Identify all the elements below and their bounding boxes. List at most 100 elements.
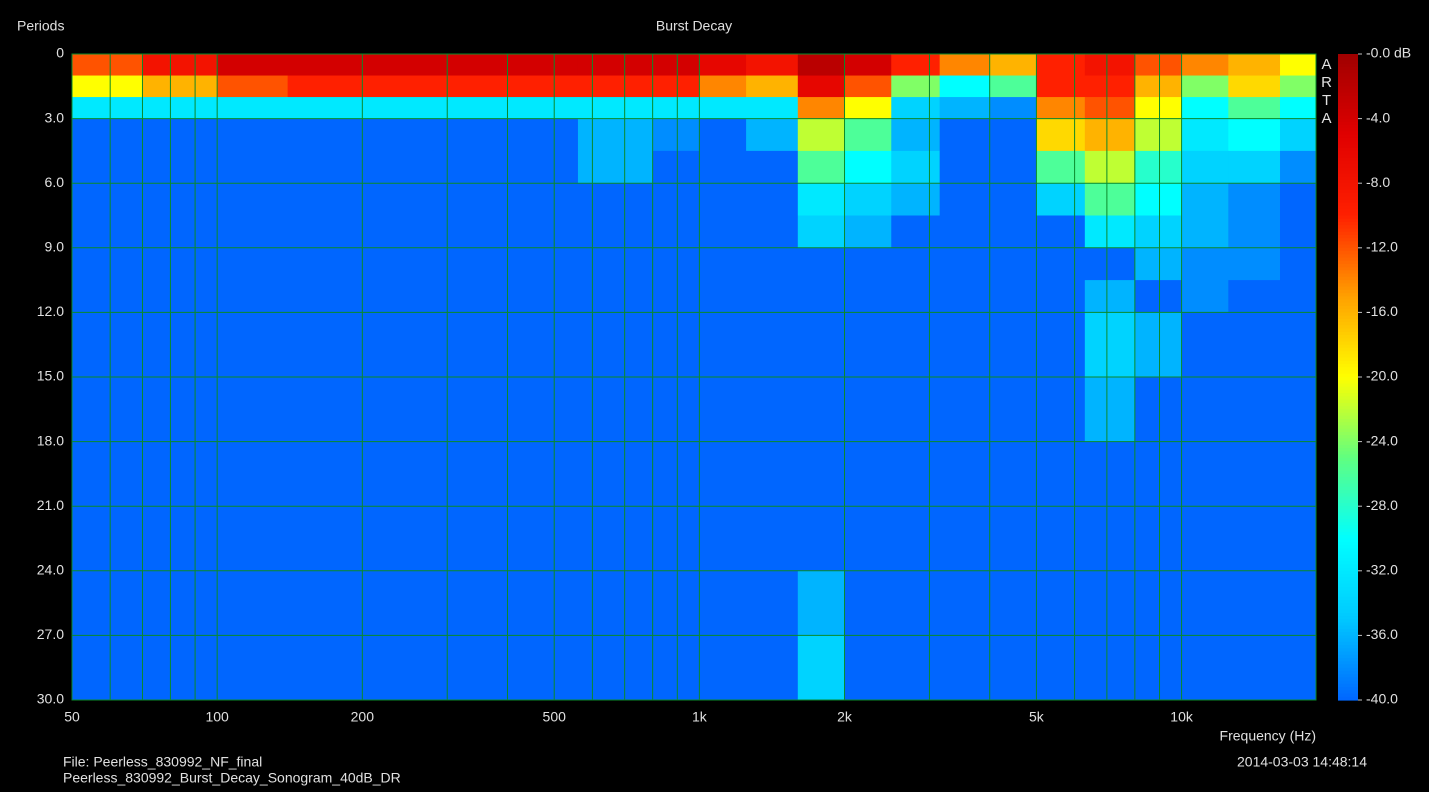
heatmap-cell (699, 97, 747, 120)
colorbar-step (1338, 687, 1358, 691)
colorbar-step (1338, 231, 1358, 236)
heatmap-cell (362, 75, 434, 98)
heatmap-cell (746, 570, 799, 636)
heatmap-cell (989, 54, 1037, 77)
heatmap-cell (1134, 97, 1183, 120)
heatmap-cell (797, 570, 846, 636)
colorbar-step (1338, 564, 1358, 569)
heatmap-cell (287, 75, 363, 98)
colorbar-step (1338, 299, 1358, 304)
heatmap-cell (1134, 215, 1183, 249)
heatmap-cell (989, 441, 1037, 507)
heatmap-cell (891, 183, 941, 216)
heatmap-cell (1181, 441, 1229, 507)
heatmap-cell (577, 54, 654, 77)
colorbar-step (1338, 351, 1358, 355)
heatmap-cell (577, 570, 654, 636)
heatmap-cell (432, 570, 508, 636)
x-tick-label: 50 (64, 709, 80, 725)
heatmap-cell (217, 97, 289, 120)
heatmap-cell (746, 215, 799, 249)
heatmap-cell (507, 247, 579, 281)
colorbar-step (1338, 147, 1358, 152)
heatmap-cell (989, 118, 1037, 152)
heatmap-cell (652, 441, 700, 507)
grid (71, 53, 1317, 701)
colorbar-step (1338, 302, 1358, 307)
colorbar-step (1338, 257, 1358, 262)
colorbar-step (1338, 73, 1358, 78)
heatmap-cell (844, 183, 892, 216)
heatmap-cell (72, 570, 143, 636)
colorbar-step (1338, 454, 1358, 459)
colorbar-step (1338, 118, 1358, 123)
heatmap-cell (142, 54, 218, 77)
heatmap-cell (844, 75, 892, 98)
colorbar-tick-label: -0.0 dB (1366, 45, 1411, 61)
heatmap-cell (797, 54, 846, 77)
heatmap-cell (362, 377, 434, 443)
heatmap-cell (844, 570, 892, 636)
heatmap-cell (362, 118, 434, 152)
heatmap-cell (939, 183, 991, 216)
colorbar-step (1338, 658, 1358, 662)
heatmap-cell (746, 441, 799, 507)
colorbar-step (1338, 121, 1358, 126)
colorbar-step (1338, 570, 1358, 575)
colorbar-step (1338, 493, 1358, 498)
heatmap-cell (939, 280, 991, 313)
colorbar-step (1338, 396, 1358, 401)
heatmap-cell (1280, 635, 1317, 701)
colorbar-step (1338, 586, 1358, 591)
colorbar-step (1338, 192, 1358, 197)
heatmap-cell (939, 118, 991, 152)
heatmap-cell (1228, 441, 1281, 507)
heatmap-cell (1134, 54, 1183, 77)
colorbar-step (1338, 83, 1358, 87)
colorbar-step (1338, 212, 1358, 217)
heatmap-cell (287, 280, 363, 313)
colorbar-step (1338, 512, 1358, 517)
heatmap-cell (797, 75, 846, 98)
heatmap-cell (432, 635, 508, 701)
heatmap-cell (577, 150, 654, 184)
heatmap-cell (577, 377, 654, 443)
x-tick-label: 10k (1170, 709, 1194, 725)
heatmap-cell (746, 75, 799, 98)
colorbar-step (1338, 228, 1358, 233)
heatmap-cell (287, 441, 363, 507)
colorbar-step (1338, 280, 1358, 284)
colorbar-step (1338, 502, 1358, 507)
heatmap-cell (891, 75, 941, 98)
heatmap (72, 54, 1317, 701)
heatmap-cell (1084, 506, 1136, 572)
heatmap-cell (72, 150, 143, 184)
heatmap-cell (287, 247, 363, 281)
footer-date: 2014-03-03 14:48:14 (1237, 754, 1367, 770)
heatmap-cell (217, 247, 289, 281)
colorbar-step (1338, 625, 1358, 630)
colorbar-tick-label: -4.0 (1366, 109, 1390, 125)
colorbar-tick-label: -28.0 (1366, 497, 1398, 513)
heatmap-cell (1036, 506, 1086, 572)
colorbar-step (1338, 477, 1358, 481)
colorbar-step (1338, 99, 1358, 104)
heatmap-cell (699, 247, 747, 281)
heatmap-cell (72, 441, 143, 507)
heatmap-cell (652, 635, 700, 701)
colorbar-step (1338, 499, 1358, 504)
heatmap-cell (1280, 506, 1317, 572)
colorbar-step (1338, 444, 1358, 449)
y-tick-label: 24.0 (37, 562, 64, 578)
heatmap-cell (217, 150, 289, 184)
colorbar-step (1338, 176, 1358, 181)
colorbar-step (1338, 115, 1358, 120)
heatmap-cell (746, 280, 799, 313)
colorbar-step (1338, 196, 1358, 200)
colorbar-step (1338, 654, 1358, 659)
heatmap-cell (362, 570, 434, 636)
heatmap-cell (287, 312, 363, 378)
heatmap-cell (652, 183, 700, 216)
heatmap-cell (1280, 441, 1317, 507)
heatmap-cell (1134, 150, 1183, 184)
